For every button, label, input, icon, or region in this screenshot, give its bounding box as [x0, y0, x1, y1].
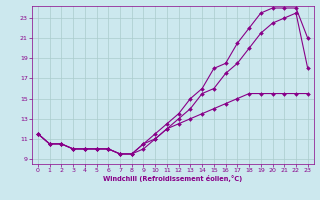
X-axis label: Windchill (Refroidissement éolien,°C): Windchill (Refroidissement éolien,°C): [103, 175, 243, 182]
